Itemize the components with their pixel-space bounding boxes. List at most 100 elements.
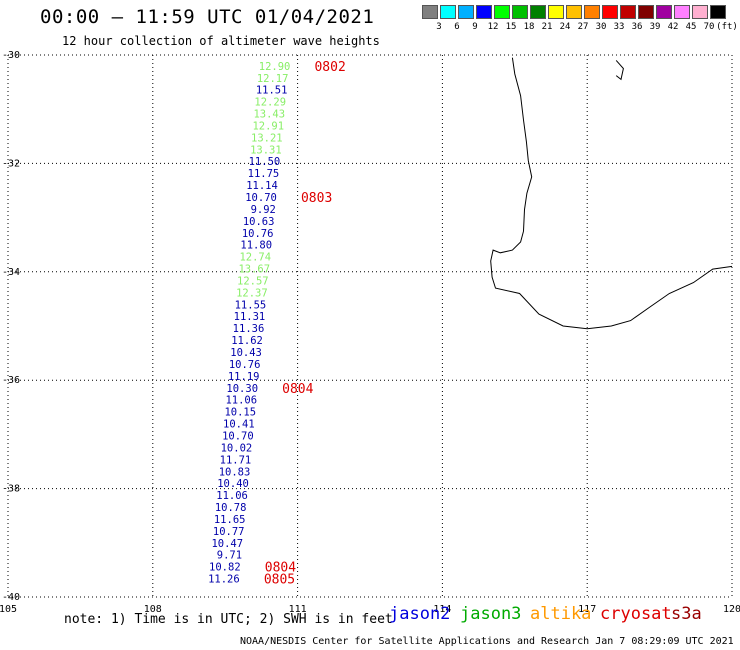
- legend-label: 70: [703, 22, 715, 32]
- legend-label: 21: [541, 22, 553, 32]
- legend-label: 45: [685, 22, 697, 32]
- lon-tick-label: 114: [433, 604, 451, 615]
- wave-height-reading: 9.92: [251, 204, 276, 216]
- wave-height-reading: 10.63: [243, 216, 275, 228]
- wave-height-reading: 11.06: [216, 490, 248, 502]
- page-title: 00:00 – 11:59 UTC 01/04/2021: [40, 6, 375, 28]
- time-label: 0804: [265, 561, 296, 576]
- wave-height-reading: 13.21: [251, 132, 283, 144]
- wave-height-reading: 11.75: [248, 168, 280, 180]
- legend-swatch: [548, 5, 564, 19]
- legend-swatch: [440, 5, 456, 19]
- units-note: note: 1) Time is in UTC; 2) SWH is in fe…: [64, 612, 393, 627]
- wave-height-reading: 10.40: [217, 478, 249, 490]
- wave-height-reading: 11.51: [256, 85, 288, 97]
- wave-height-reading: 11.36: [233, 323, 265, 335]
- wave-height-reading: 11.26: [208, 574, 240, 586]
- lat-tick-label: -34: [2, 267, 20, 278]
- time-label: 0802: [314, 60, 345, 75]
- legend-label: 30: [595, 22, 607, 32]
- lat-tick-label: -32: [2, 158, 20, 169]
- lon-tick-label: 105: [0, 604, 17, 615]
- footer-credit: NOAA/NESDIS Center for Satellite Applica…: [240, 636, 734, 647]
- wave-height-reading: 11.19: [228, 371, 260, 383]
- lon-tick-label: 108: [144, 604, 162, 615]
- wave-height-reading: 11.14: [246, 180, 278, 192]
- wave-height-reading: 12.37: [236, 287, 268, 299]
- legend-label: 27: [577, 22, 589, 32]
- legend-swatch: [512, 5, 528, 19]
- legend-label: 42: [667, 22, 679, 32]
- lat-tick-label: -38: [2, 484, 20, 495]
- lon-tick-label: 117: [578, 604, 596, 615]
- wave-height-reading: 10.15: [224, 407, 256, 419]
- page-subtitle: 12 hour collection of altimeter wave hei…: [62, 34, 380, 48]
- wave-height-reading: 12.90: [259, 61, 291, 73]
- legend-swatch: [476, 5, 492, 19]
- wave-height-reading: 10.76: [229, 359, 261, 371]
- legend-swatch: [458, 5, 474, 19]
- wave-height-reading: 12.74: [239, 252, 271, 264]
- wave-height-reading: 12.29: [254, 97, 286, 109]
- coastline: [490, 57, 733, 330]
- wave-height-reading: 11.65: [214, 514, 246, 526]
- time-label: 0804: [282, 382, 313, 397]
- legend-swatch: [620, 5, 636, 19]
- legend-swatch: [530, 5, 546, 19]
- wave-height-reading: 11.80: [240, 240, 272, 252]
- legend-label: 6: [454, 22, 460, 32]
- wave-height-reading: 13.31: [250, 144, 282, 156]
- legend-label: 15: [505, 22, 517, 32]
- wave-height-reading: 13.67: [238, 264, 270, 276]
- lat-tick-label: -40: [2, 592, 20, 603]
- wave-height-reading: 10.78: [215, 502, 247, 514]
- legend-swatch: [674, 5, 690, 19]
- island-outline: [615, 60, 624, 81]
- lat-tick-label: -36: [2, 375, 20, 386]
- satellite-label-cryosat: cryosat: [600, 604, 672, 624]
- wave-height-reading: 11.55: [235, 299, 267, 311]
- legend-swatch: [656, 5, 672, 19]
- wave-height-reading: 10.43: [230, 347, 262, 359]
- satellite-label-jason2: jason2: [389, 604, 451, 624]
- lon-tick-label: 111: [289, 604, 307, 615]
- wave-height-reading: 10.76: [242, 228, 274, 240]
- satellite-label-jason3: jason3: [460, 604, 522, 624]
- legend-swatch: [710, 5, 726, 19]
- legend-label: 39: [649, 22, 661, 32]
- wave-height-reading: 11.50: [249, 156, 281, 168]
- legend-label: 12: [487, 22, 499, 32]
- time-label: 0803: [301, 191, 332, 206]
- legend-swatch: [602, 5, 618, 19]
- lat-tick-label: -30: [2, 50, 20, 61]
- legend-label: 9: [472, 22, 478, 32]
- satellite-label-s3a: s3a: [671, 604, 702, 624]
- wave-height-reading: 10.47: [211, 538, 243, 550]
- legend-swatch: [494, 5, 510, 19]
- wave-height-reading: 11.71: [220, 454, 252, 466]
- legend-label: 3: [436, 22, 442, 32]
- legend-label: 24: [559, 22, 571, 32]
- wave-height-reading: 12.57: [237, 275, 269, 287]
- wave-height-reading: 10.30: [226, 383, 258, 395]
- wave-height-reading: 10.70: [245, 192, 277, 204]
- legend-label: 33: [613, 22, 625, 32]
- satellite-label-altika: altika: [530, 604, 592, 624]
- lon-tick-label: 120: [723, 604, 740, 615]
- legend-swatch: [692, 5, 708, 19]
- legend-swatch: [638, 5, 654, 19]
- time-label: 0805: [264, 573, 295, 588]
- wave-height-reading: 10.02: [221, 442, 253, 454]
- wave-height-reading: 11.06: [225, 395, 257, 407]
- wave-height-reading: 10.83: [219, 466, 251, 478]
- wave-height-reading: 10.70: [222, 430, 254, 442]
- legend-label: (ft): [716, 22, 738, 32]
- wave-height-reading: 11.31: [234, 311, 266, 323]
- wave-height-reading: 11.62: [231, 335, 263, 347]
- legend-swatch: [566, 5, 582, 19]
- wave-height-reading: 9.71: [217, 550, 242, 562]
- wave-height-reading: 10.77: [213, 526, 245, 538]
- legend-swatch: [584, 5, 600, 19]
- wave-height-reading: 10.82: [209, 562, 241, 574]
